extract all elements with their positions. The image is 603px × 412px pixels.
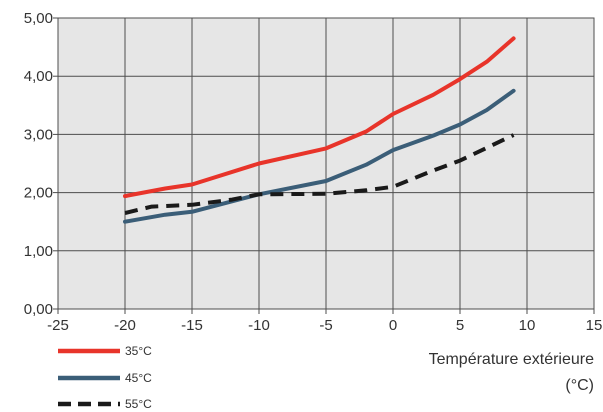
x-tick-label: 10 (519, 317, 536, 334)
legend-label-2: 45°C (125, 371, 152, 385)
x-tick-label: 0 (389, 317, 397, 334)
x-tick-label: -20 (114, 317, 136, 334)
x-tick-label: -15 (181, 317, 203, 334)
y-tick-label: 3,00 (24, 126, 53, 143)
series-line-3 (124, 133, 515, 215)
x-tick-label: 5 (456, 317, 464, 334)
x-axis-label-line1: Température extérieure (429, 351, 595, 368)
x-tick-label: 15 (586, 317, 603, 334)
legend-label-3: 55°C (125, 397, 152, 411)
x-tick-label: -25 (47, 317, 69, 334)
series-line-2 (123, 88, 516, 224)
y-axis-ticks: 0,00 1,00 2,00 3,00 4,00 5,00 (24, 10, 58, 318)
x-tick-label: -5 (319, 317, 332, 334)
y-tick-label: 2,00 (24, 185, 53, 202)
y-tick-label: 1,00 (24, 243, 53, 260)
y-tick-label: 4,00 (24, 68, 53, 85)
legend-label-1: 35°C (125, 344, 152, 358)
y-tick-label: 5,00 (24, 10, 53, 27)
x-axis-ticks: -25 -20 -15 -10 -5 0 5 10 15 (47, 309, 602, 334)
legend: 35°C 45°C 55°C (58, 344, 152, 411)
series-lines (123, 36, 516, 224)
series-line-1 (123, 36, 516, 199)
x-axis-label-line2: (°C) (565, 377, 594, 394)
y-tick-label: 0,00 (24, 301, 53, 318)
x-tick-label: -10 (248, 317, 270, 334)
